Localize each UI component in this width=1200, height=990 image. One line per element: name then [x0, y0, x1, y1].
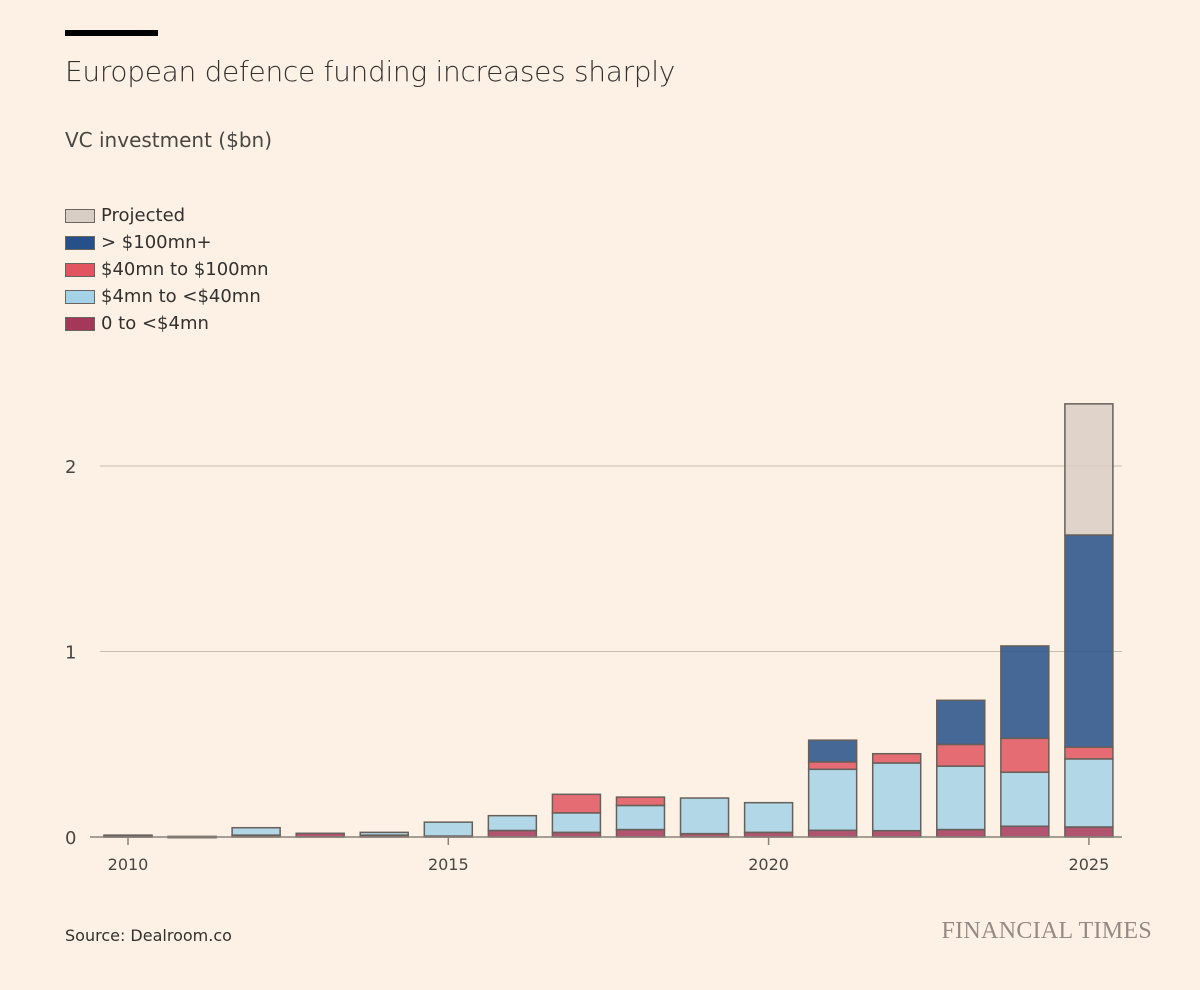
- bar-segment: [1064, 758, 1114, 828]
- y-tick-label: 2: [65, 457, 76, 478]
- legend-label: Projected: [101, 205, 186, 226]
- legend-label: > $100mn+: [101, 232, 212, 253]
- bar-segment: [936, 743, 986, 767]
- legend-item: $40mn to $100mn: [65, 256, 269, 283]
- bar-segment: [103, 834, 153, 837]
- bar-segment: [359, 831, 409, 836]
- legend-swatch: [65, 208, 95, 223]
- bar-segment: [936, 828, 986, 838]
- bar-segment: [615, 828, 666, 838]
- legend-item: Projected: [65, 202, 269, 229]
- bar-segment: [615, 796, 666, 807]
- legend-swatch: [65, 262, 95, 277]
- legend-item: 0 to <$4mn: [65, 310, 269, 337]
- bar-segment: [936, 765, 986, 831]
- bar-segment: [871, 762, 922, 832]
- bar-segment: [1064, 403, 1114, 536]
- bar-segment: [1064, 534, 1114, 748]
- y-tick-label: 1: [65, 643, 76, 664]
- bar-segment: [1000, 645, 1050, 740]
- bar-segment: [743, 801, 794, 834]
- bar-segment: [936, 699, 986, 746]
- bar-segment: [807, 761, 858, 771]
- bar-segment: [1000, 737, 1050, 774]
- bar-segment: [1000, 825, 1050, 838]
- legend-item: $4mn to <$40mn: [65, 283, 269, 310]
- source-note: Source: Dealroom.co: [65, 926, 232, 945]
- x-tick-label: 2020: [748, 855, 789, 874]
- bar-segment: [1064, 746, 1114, 760]
- bar-segment: [807, 739, 858, 763]
- bar-segment: [871, 829, 922, 838]
- bar-segment: [679, 797, 730, 835]
- legend: Projected > $100mn+ $40mn to $100mn $4mn to…: [65, 202, 269, 337]
- bar-segment: [1064, 826, 1114, 838]
- bar-segment: [231, 826, 281, 836]
- legend-swatch: [65, 235, 95, 250]
- y-tick-label: 0: [65, 828, 76, 849]
- bar-segment: [615, 804, 666, 831]
- legend-swatch: [65, 289, 95, 304]
- bar-segment: [487, 829, 538, 838]
- legend-item: > $100mn+: [65, 229, 269, 256]
- bar-segment: [551, 812, 602, 834]
- legend-label: 0 to <$4mn: [101, 313, 209, 334]
- x-tick-label: 2015: [428, 855, 469, 874]
- bar-segment: [423, 821, 474, 837]
- ft-top-bar: [65, 30, 158, 36]
- bar-segment: [807, 829, 858, 838]
- legend-swatch: [65, 316, 95, 331]
- bar-segment: [487, 814, 538, 832]
- chart-subtitle: VC investment ($bn): [65, 128, 273, 152]
- bar-segment: [1000, 771, 1050, 827]
- legend-label: $4mn to <$40mn: [101, 286, 261, 307]
- bar-segment: [551, 793, 602, 814]
- chart-title: European defence funding increases sharp…: [65, 55, 676, 88]
- ft-logo: FINANCIAL TIMES: [941, 918, 1152, 944]
- x-tick-label: 2010: [108, 855, 149, 874]
- bar-segment: [871, 752, 922, 764]
- x-tick-label: 2025: [1069, 855, 1110, 874]
- legend-label: $40mn to $100mn: [101, 259, 269, 280]
- bar-segment: [807, 768, 858, 832]
